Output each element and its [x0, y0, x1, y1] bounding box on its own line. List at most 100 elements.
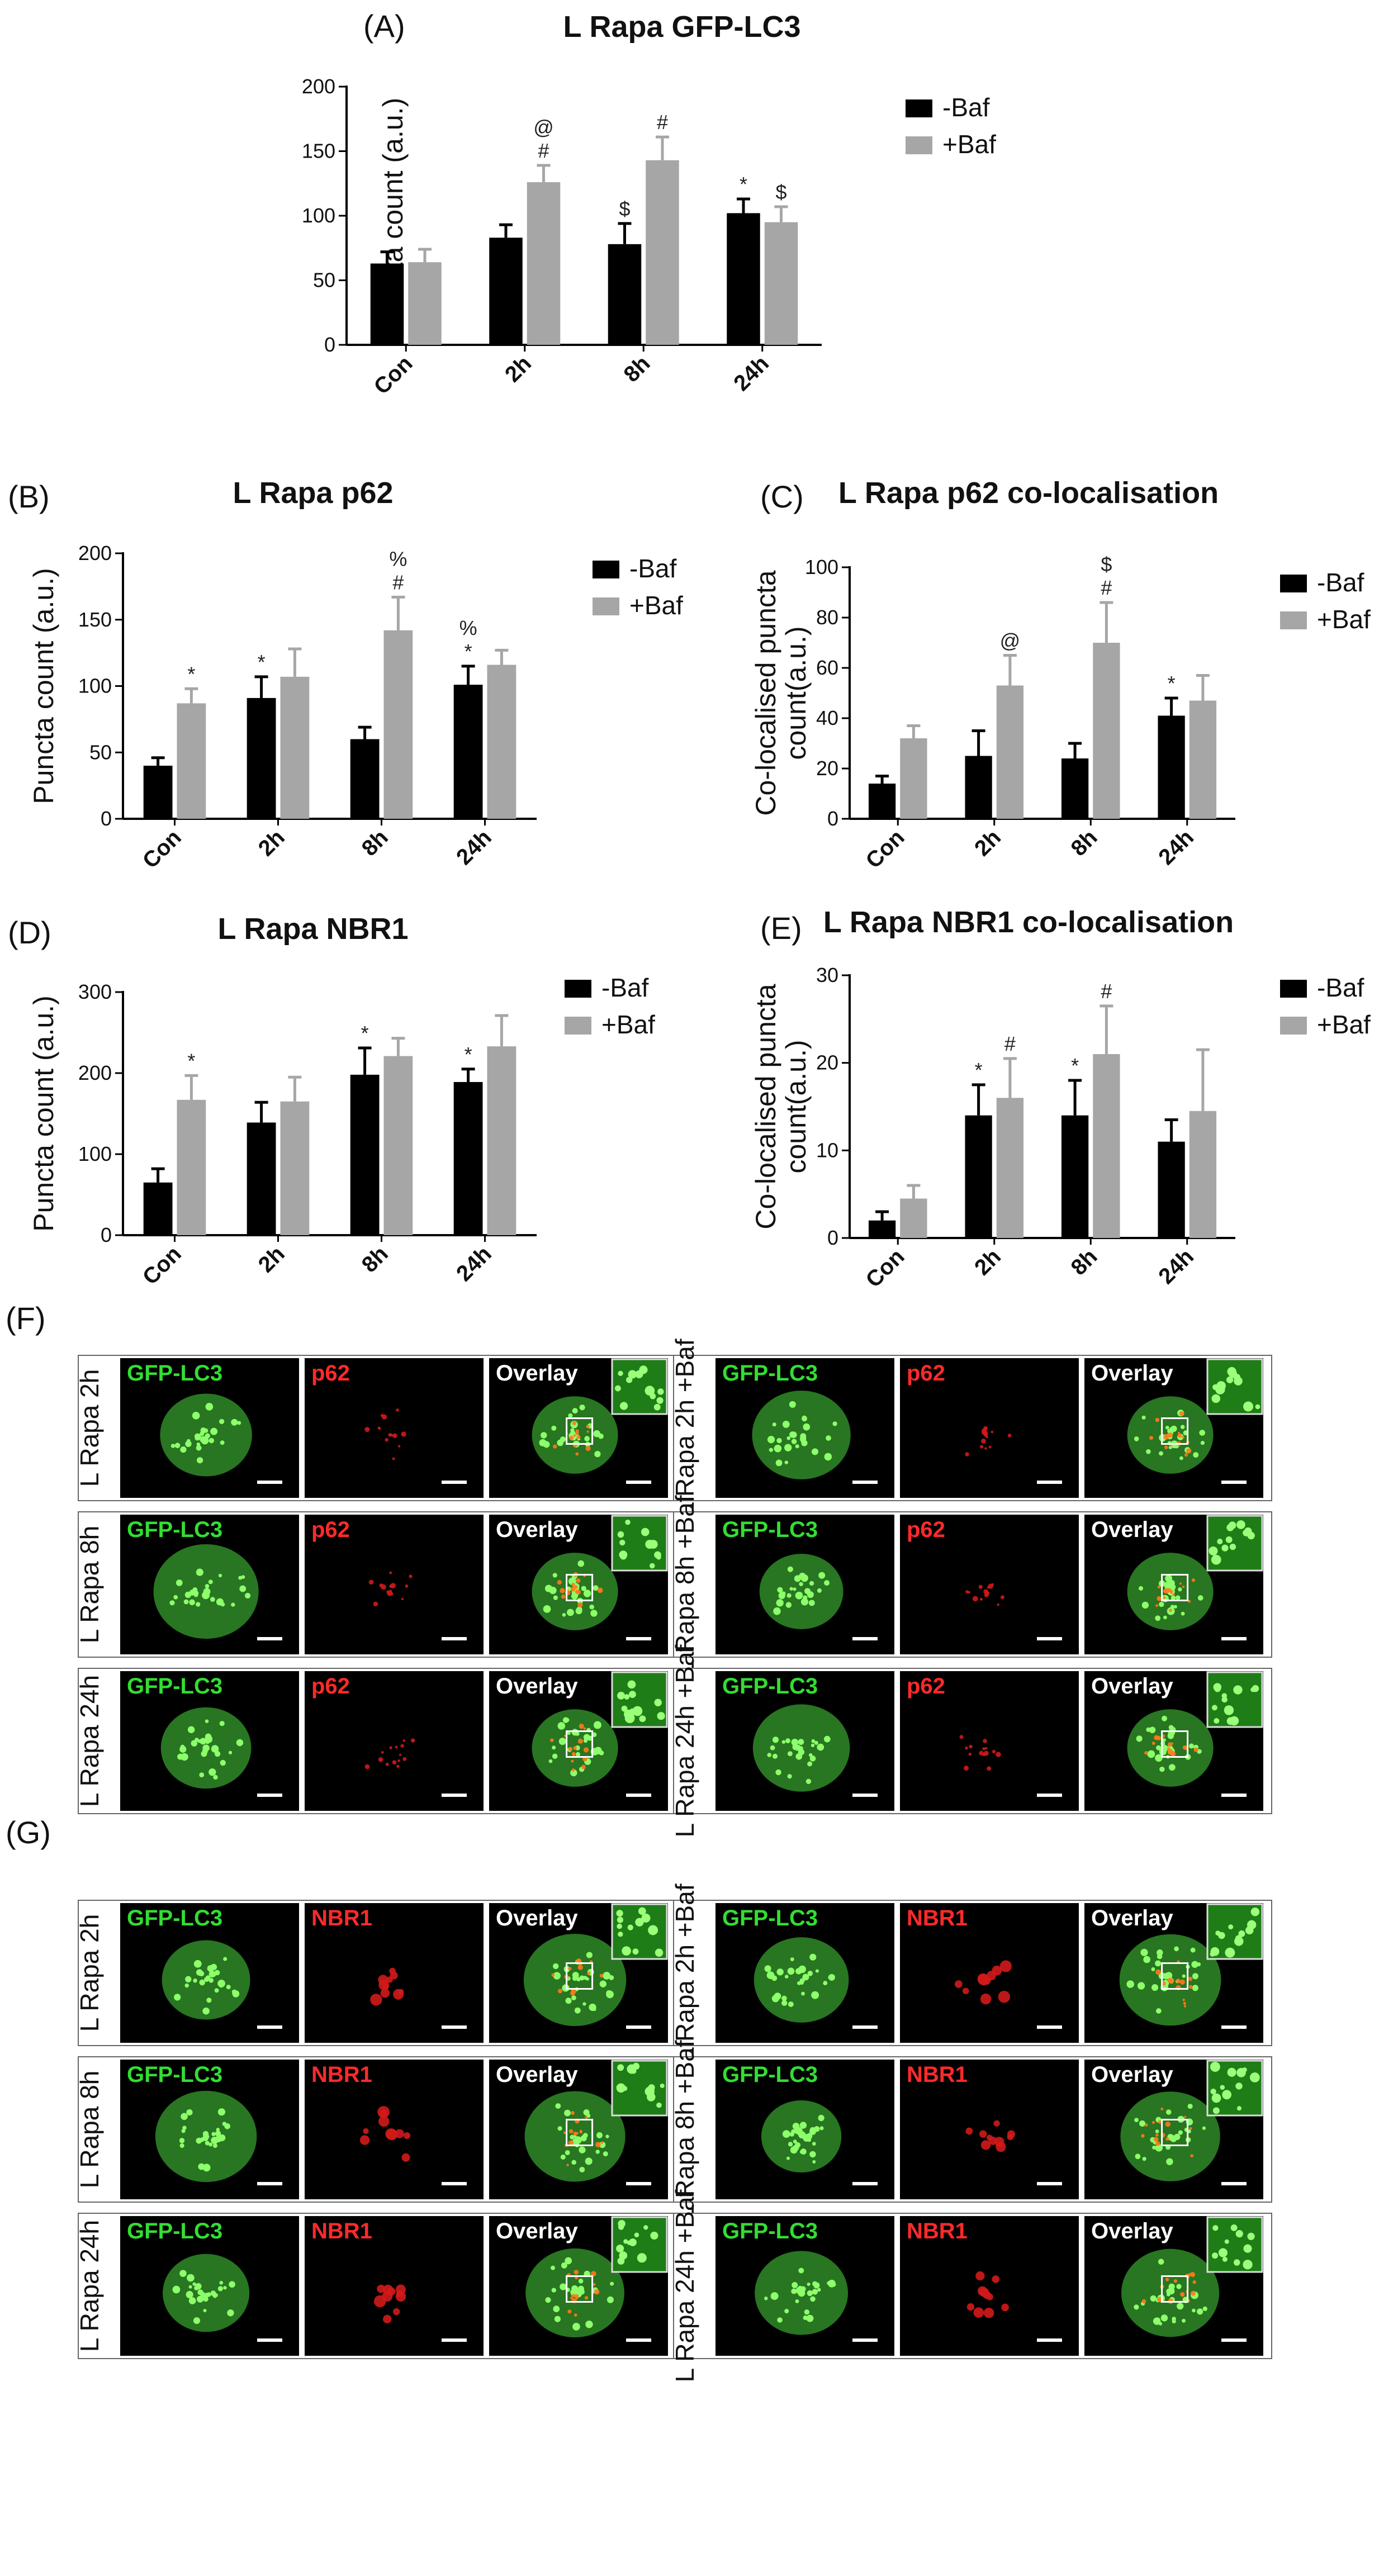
green-puncta: [1147, 1750, 1155, 1758]
inset-puncta: [614, 1385, 621, 1392]
legend-swatch: [565, 1017, 591, 1035]
green-puncta: [605, 2134, 609, 2138]
red-puncta: [987, 1766, 992, 1771]
red-puncta: [979, 2130, 987, 2138]
green-puncta: [1178, 2130, 1183, 2135]
green-puncta: [568, 1413, 573, 1418]
inset-puncta: [1228, 1924, 1234, 1930]
y-tick-label: 100: [302, 204, 335, 227]
red-puncta: [969, 1744, 973, 1749]
green-puncta: [565, 2150, 570, 2155]
green-puncta: [187, 1726, 195, 1734]
red-puncta: [1157, 1585, 1161, 1589]
red-puncta: [968, 1752, 972, 1756]
green-puncta: [776, 1968, 784, 1976]
inset-puncta: [637, 2253, 647, 2263]
green-puncta: [809, 2151, 816, 2158]
red-puncta: [963, 1766, 969, 1771]
green-puncta: [216, 2128, 220, 2132]
green-puncta: [565, 2257, 572, 2265]
green-puncta: [805, 1778, 812, 1785]
green-puncta: [224, 2123, 230, 2129]
legend-label: -Baf: [601, 973, 649, 1002]
channel-label: p62: [907, 1674, 945, 1699]
inset-puncta: [639, 1715, 646, 1723]
x-tick-label: 24h: [452, 1241, 496, 1286]
inset-puncta: [641, 1527, 650, 1536]
x-tick-label: 2h: [970, 825, 1006, 861]
green-puncta: [1158, 2259, 1164, 2265]
y-tick-label: 40: [816, 706, 838, 729]
green-puncta: [196, 2295, 204, 2303]
inset-puncta: [1247, 2232, 1255, 2240]
red-puncta: [572, 2294, 576, 2298]
inset-puncta: [656, 1397, 664, 1404]
inset-puncta: [616, 2245, 624, 2253]
green-puncta: [183, 1599, 189, 1605]
red-puncta: [575, 1452, 579, 1456]
y-tick-label: 0: [101, 807, 112, 830]
red-puncta: [567, 2309, 572, 2314]
green-puncta: [549, 1586, 557, 1595]
x-tick-label: Con: [369, 351, 418, 399]
legend-label: +Baf: [629, 591, 683, 620]
zoom-box: [1161, 1962, 1189, 1990]
green-puncta: [775, 1769, 781, 1776]
bar: [487, 1046, 516, 1235]
inset-puncta: [1243, 2244, 1252, 2253]
green-puncta: [201, 1750, 207, 1757]
red-puncta: [1165, 2122, 1170, 2127]
green-puncta: [220, 1759, 226, 1766]
green-puncta: [189, 1599, 195, 1606]
green-puncta: [828, 1973, 835, 1981]
red-puncta: [594, 2289, 600, 2295]
green-puncta: [552, 1753, 558, 1759]
green-puncta: [812, 2160, 816, 2164]
red-puncta: [1151, 1742, 1155, 1745]
green-puncta: [203, 2296, 208, 2302]
significance-mark: *: [465, 1043, 472, 1066]
micrograph-image: NBR1: [900, 2216, 1079, 2356]
red-puncta: [388, 1590, 392, 1593]
red-puncta: [581, 1764, 586, 1769]
green-puncta: [179, 2270, 187, 2277]
red-puncta: [359, 2135, 370, 2145]
green-puncta: [579, 2289, 585, 2295]
bar: [527, 182, 561, 345]
x-tick-label: Con: [138, 825, 186, 873]
green-puncta: [788, 2001, 794, 2008]
green-puncta: [1179, 1456, 1183, 1460]
inset-puncta: [617, 1691, 625, 1700]
red-puncta: [364, 1764, 370, 1769]
bar: [280, 1101, 310, 1235]
red-puncta: [571, 1988, 576, 1994]
red-puncta: [551, 1973, 555, 1977]
inset-puncta: [1233, 1685, 1243, 1695]
green-puncta: [806, 2133, 813, 2139]
green-puncta: [776, 1599, 784, 1607]
green-puncta: [205, 2141, 210, 2146]
red-puncta: [979, 1597, 983, 1601]
micrograph-image: Overlay: [1084, 1903, 1263, 2043]
charts-layer: (A) L Rapa GFP-LC3 Puncta count (a.u.) 0 50 1…: [8, 8, 1371, 1292]
red-puncta: [410, 1738, 415, 1743]
image-background: [305, 1671, 484, 1811]
red-puncta: [965, 2127, 973, 2135]
green-puncta: [214, 1750, 221, 1757]
channel-label: Overlay: [1091, 1361, 1174, 1386]
red-puncta: [1160, 2107, 1164, 2110]
significance-mark: *: [975, 1059, 983, 1081]
channel-label: NBR1: [311, 2219, 372, 2243]
green-puncta: [188, 2297, 196, 2304]
bar: [965, 756, 992, 819]
micrograph-image: Overlay: [489, 1515, 668, 1654]
green-puncta: [1192, 2308, 1196, 2313]
red-puncta: [1155, 2141, 1160, 2146]
inset-puncta: [632, 1706, 643, 1716]
green-puncta: [231, 1989, 237, 1995]
green-puncta: [596, 2132, 603, 2138]
green-puncta: [809, 1953, 817, 1961]
green-puncta: [770, 1745, 775, 1750]
green-puncta: [169, 1600, 175, 1606]
red-puncta: [395, 2129, 404, 2138]
